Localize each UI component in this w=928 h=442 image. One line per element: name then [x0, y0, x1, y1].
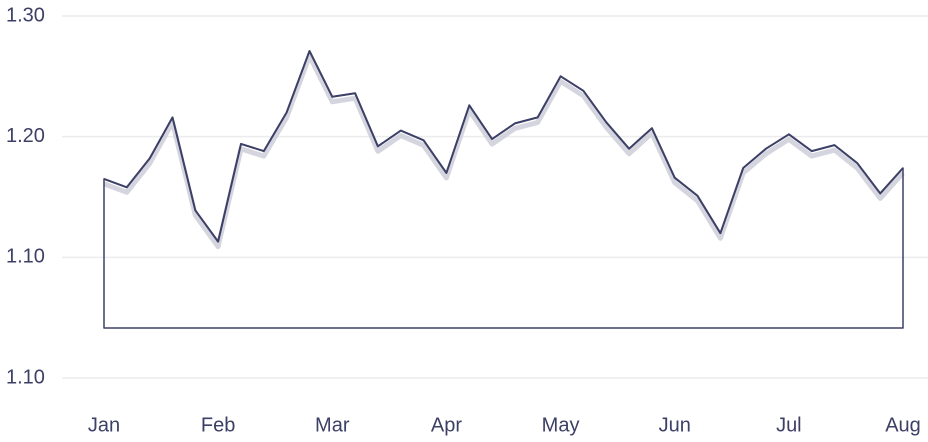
- x-tick-label: Feb: [201, 414, 235, 436]
- y-tick-label: 1.20: [6, 125, 45, 147]
- x-tick-label: Mar: [315, 414, 350, 436]
- x-tick-label: May: [542, 414, 580, 436]
- y-tick-label: 1.10: [6, 246, 45, 268]
- y-tick-label: 1.10: [6, 366, 45, 388]
- line: [103, 50, 904, 243]
- x-tick-label: Jul: [776, 414, 802, 436]
- x-tick-label: Jan: [88, 414, 120, 436]
- x-tick-label: Apr: [431, 414, 462, 436]
- line-shadow: [103, 53, 905, 250]
- area-outline: [103, 50, 904, 329]
- y-tick-label: 1.30: [6, 4, 45, 26]
- x-tick-label: Jun: [659, 414, 691, 436]
- x-tick-label: Aug: [885, 414, 921, 436]
